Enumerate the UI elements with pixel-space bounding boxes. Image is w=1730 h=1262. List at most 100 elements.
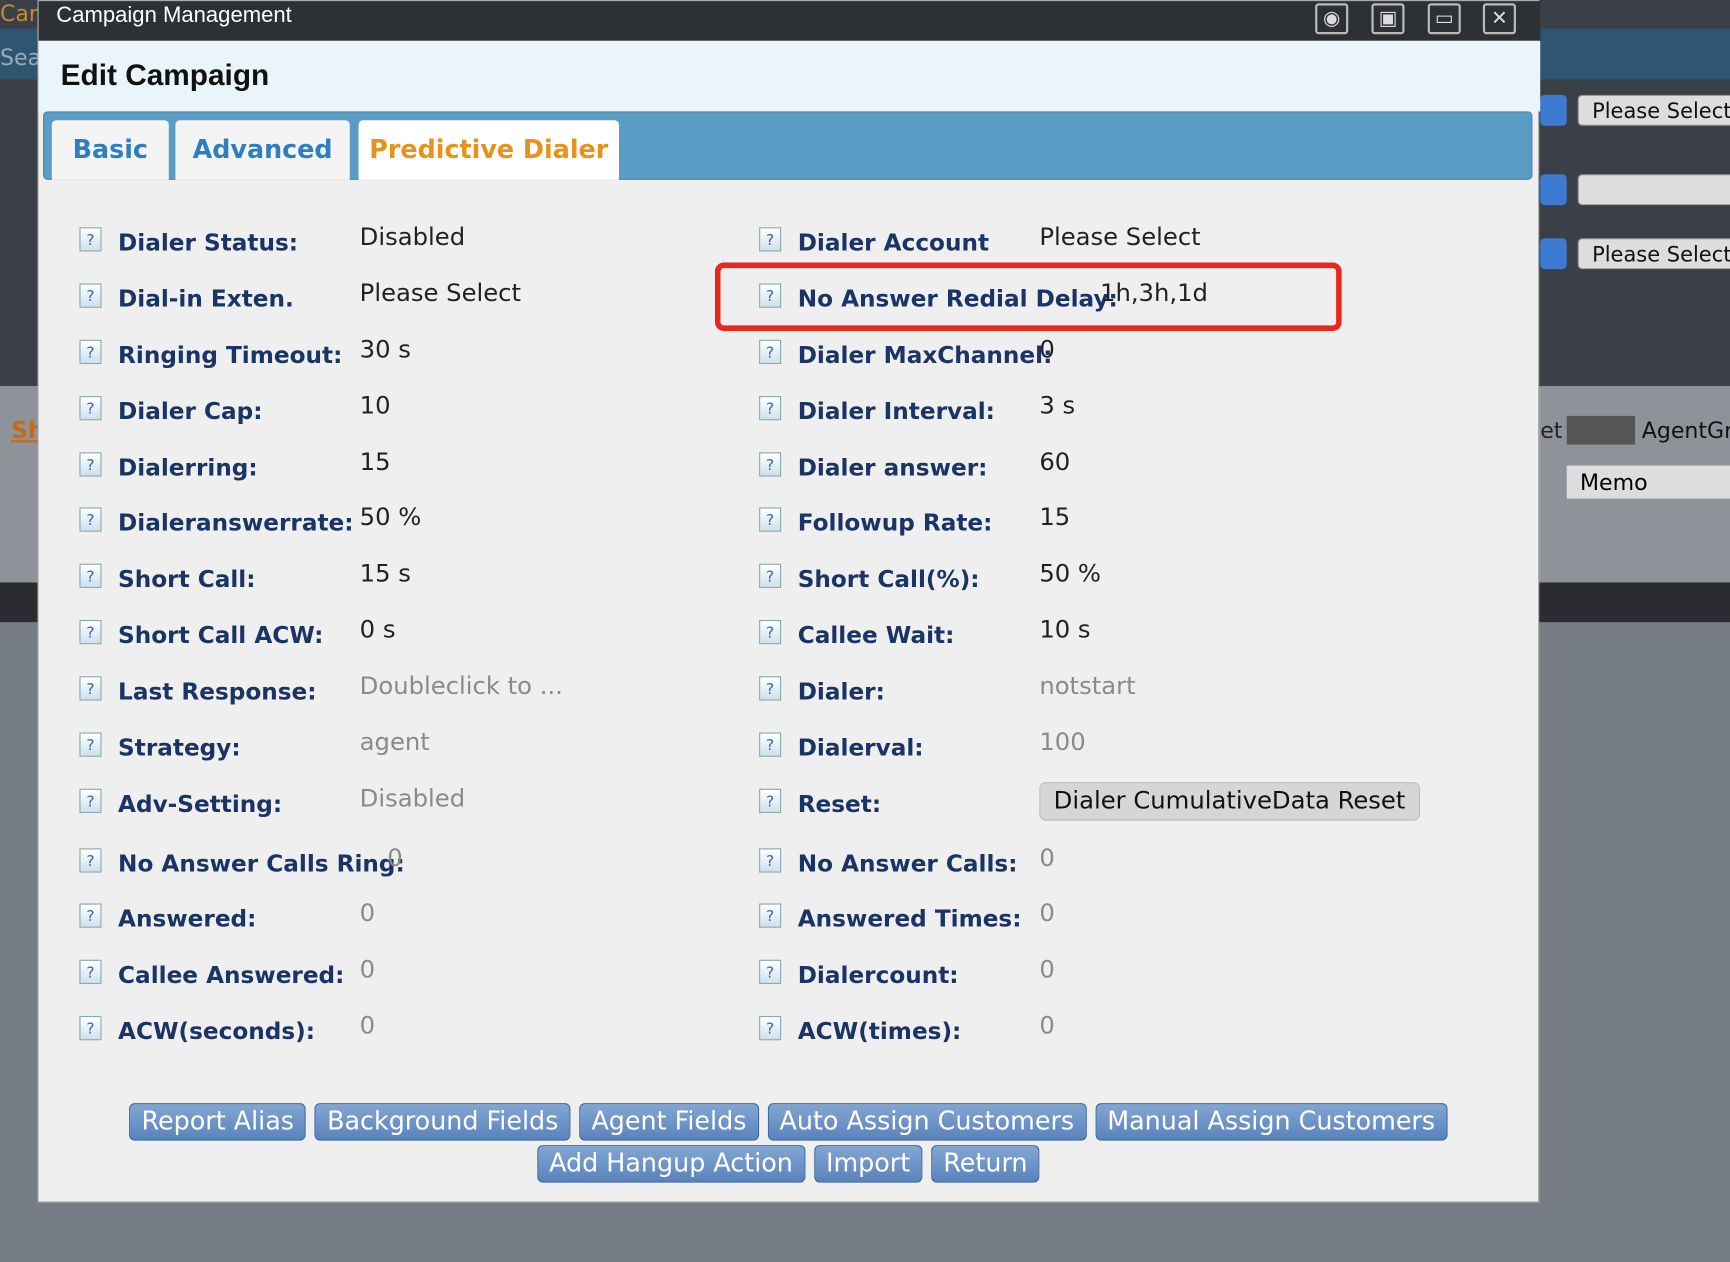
action-button[interactable]: Report Alias [129, 1103, 307, 1141]
help-icon[interactable]: ? [759, 676, 782, 701]
field-value: 100 [1039, 729, 1086, 757]
help-icon[interactable]: ? [759, 339, 782, 365]
dialog-title: Campaign Management [38, 1, 1541, 41]
field-label: Dialer Account [797, 229, 990, 256]
window-close[interactable]: ✕ [1482, 3, 1516, 35]
field-label: Dialerval: [797, 734, 924, 762]
spinner[interactable] [1540, 174, 1567, 206]
help-icon[interactable]: ? [79, 619, 102, 645]
field-label: No Answer Calls Ring: [118, 850, 405, 878]
window-control[interactable]: ▣ [1371, 3, 1405, 35]
action-button[interactable]: Agent Fields [579, 1103, 759, 1141]
dialog-header [38, 40, 1541, 112]
spinner[interactable] [1540, 238, 1567, 270]
field-label: Dialerring: [118, 454, 258, 481]
field-value: 0 [1039, 900, 1055, 928]
field-label: Strategy: [118, 734, 241, 762]
select[interactable]: Please Select [1577, 94, 1730, 126]
field-label: Callee Wait: [797, 622, 955, 649]
field-value: 0 [1039, 956, 1055, 985]
help-icon[interactable]: ? [759, 848, 782, 873]
help-icon[interactable]: ? [759, 396, 782, 421]
field-label: Dialer Status: [118, 229, 299, 256]
tab[interactable]: Basic [51, 120, 169, 180]
field-value: 0 [1039, 336, 1055, 365]
spinner[interactable] [1540, 94, 1567, 126]
action-button[interactable]: Add Hangup Action [536, 1145, 806, 1183]
field-value: 0 s [359, 616, 396, 645]
help-icon[interactable]: ? [79, 959, 102, 985]
help-icon[interactable]: ? [759, 563, 782, 588]
tab[interactable]: Advanced [175, 120, 350, 180]
background-text: Sea [0, 44, 42, 71]
field-value: Please Select [1039, 223, 1201, 252]
field-label: Dialer answer: [797, 454, 988, 481]
help-icon[interactable]: ? [759, 507, 782, 532]
field-label: Ringing Timeout: [118, 341, 343, 369]
help-icon[interactable]: ? [759, 452, 782, 477]
dialog: Campaign Management ◉ ▣ ▭ ✕ Edit Campaig… [37, 0, 1541, 1203]
help-icon[interactable]: ? [759, 619, 782, 645]
field-value: 1h,3h,1d [1100, 280, 1208, 308]
field-value: 15 [359, 448, 391, 477]
help-icon[interactable]: ? [79, 227, 102, 252]
reset-button[interactable]: Dialer CumulativeData Reset [1039, 782, 1420, 821]
help-icon[interactable]: ? [79, 788, 102, 814]
field-label: Short Call: [118, 565, 256, 593]
field-label: Dialercount: [797, 961, 959, 989]
field-value: 0 [1039, 845, 1055, 873]
help-icon[interactable]: ? [79, 396, 102, 421]
field-label: Last Response: [118, 678, 317, 705]
field-value: 0 [1039, 1012, 1055, 1041]
highlight-box [714, 262, 1342, 331]
field-label: Dialer Cap: [118, 398, 263, 425]
window-control[interactable]: ◉ [1315, 3, 1349, 35]
help-icon[interactable]: ? [79, 339, 102, 365]
help-icon[interactable]: ? [79, 507, 102, 532]
field-value: 10 [359, 392, 391, 421]
help-icon[interactable]: ? [79, 732, 102, 757]
tab-active[interactable]: Predictive Dialer [358, 120, 619, 180]
help-icon[interactable]: ? [759, 227, 782, 252]
action-button[interactable]: Background Fields [314, 1103, 571, 1141]
help-icon[interactable]: ? [79, 676, 102, 701]
select[interactable] [1577, 174, 1730, 206]
field-value: agent [359, 729, 430, 757]
help-icon[interactable]: ? [759, 788, 782, 814]
help-icon[interactable]: ? [79, 283, 102, 308]
help-icon[interactable]: ? [79, 903, 102, 928]
help-icon[interactable]: ? [79, 1016, 102, 1041]
field-label: ACW(seconds): [118, 1018, 316, 1045]
action-button[interactable]: Return [931, 1145, 1040, 1183]
button-row: Add Hangup Action Import Return [38, 1145, 1540, 1183]
field-label: Dialer MaxChannel: [797, 341, 1053, 369]
field-value: 50 % [1039, 560, 1102, 588]
field-value: Please Select [359, 280, 522, 308]
action-button[interactable]: Import [813, 1145, 923, 1183]
button-area: Report Alias Background Fields Agent Field… [38, 1103, 1540, 1187]
help-icon[interactable]: ? [759, 732, 782, 757]
help-icon[interactable]: ? [79, 452, 102, 477]
help-icon[interactable]: ? [79, 848, 102, 873]
action-button[interactable]: Manual Assign Customers [1095, 1103, 1448, 1141]
field-label: Dial-in Exten. [118, 285, 294, 313]
field-value: notstart [1039, 672, 1136, 701]
heading: Edit Campaign [60, 58, 270, 92]
window-control[interactable]: ▭ [1427, 3, 1461, 35]
field-label: Reset: [797, 790, 882, 818]
select[interactable]: Please Select [1577, 238, 1730, 270]
help-icon[interactable]: ? [79, 563, 102, 588]
help-icon[interactable]: ? [759, 959, 782, 985]
field-value: Disabled [359, 785, 466, 814]
help-icon[interactable]: ? [759, 1016, 782, 1041]
field-label: Dialeranswerrate: [118, 509, 354, 537]
field-label: Callee Answered: [118, 961, 345, 989]
field-value: 50 % [359, 504, 422, 532]
action-button[interactable]: Auto Assign Customers [767, 1103, 1087, 1141]
field-label: Short Call ACW: [118, 622, 324, 649]
field-value: 0 [359, 1012, 376, 1041]
help-icon[interactable]: ? [759, 283, 782, 308]
field-label: Answered: [118, 905, 257, 933]
help-icon[interactable]: ? [759, 903, 782, 928]
